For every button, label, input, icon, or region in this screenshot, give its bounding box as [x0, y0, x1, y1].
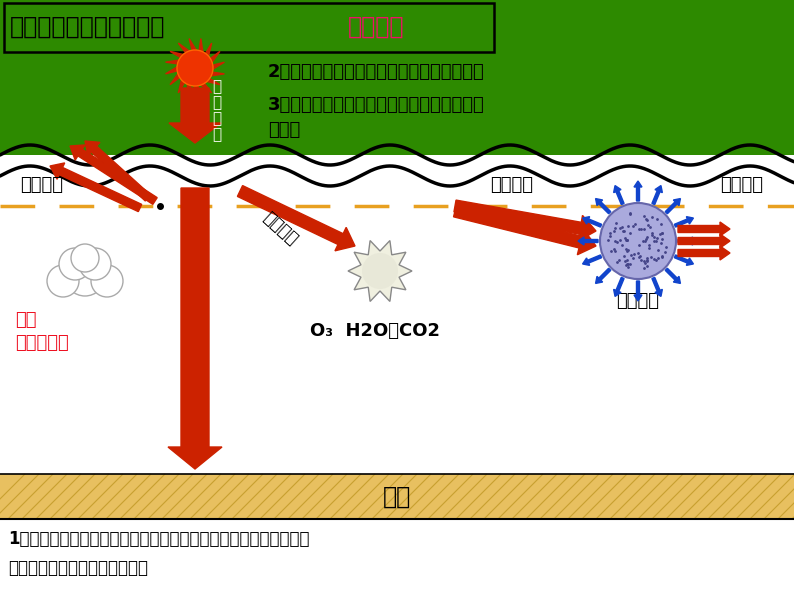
FancyArrow shape: [652, 185, 662, 204]
FancyArrow shape: [614, 277, 624, 296]
Polygon shape: [166, 60, 181, 64]
Text: 削弱作用: 削弱作用: [348, 15, 404, 39]
FancyArrow shape: [168, 188, 222, 469]
Text: 1、烈日下处于暴晒的你，忽然来一片云，你马上感觉凉快的原因？: 1、烈日下处于暴晒的你，忽然来一片云，你马上感觉凉快的原因？: [8, 530, 310, 548]
Text: 太
阳
辐
射: 太 阳 辐 射: [212, 291, 221, 355]
FancyArrow shape: [583, 255, 602, 265]
FancyArrow shape: [665, 268, 680, 284]
Circle shape: [91, 265, 123, 297]
Text: 2、一天中早晨气温低，中午气温高的原因？: 2、一天中早晨气温低，中午气温高的原因？: [268, 63, 485, 81]
Text: 3、青藏高原成为我国太阳辐射最丰富地区的: 3、青藏高原成为我国太阳辐射最丰富地区的: [268, 96, 485, 114]
Circle shape: [79, 248, 111, 280]
Polygon shape: [193, 84, 201, 97]
FancyArrow shape: [578, 237, 598, 245]
FancyArrow shape: [678, 222, 730, 236]
Polygon shape: [170, 51, 186, 58]
Bar: [0, 474, 794, 519]
FancyArrow shape: [674, 216, 693, 227]
Text: 微小颗粒: 微小颗粒: [616, 292, 660, 310]
Circle shape: [71, 244, 99, 272]
FancyArrow shape: [454, 200, 596, 241]
Text: 地面: 地面: [383, 485, 411, 508]
FancyArrow shape: [665, 198, 680, 214]
FancyArrow shape: [85, 141, 151, 201]
Bar: [0, 155, 794, 476]
Circle shape: [47, 265, 79, 297]
Circle shape: [362, 253, 398, 289]
FancyArrow shape: [453, 205, 596, 254]
Circle shape: [59, 248, 91, 280]
Bar: [4, 3, 494, 52]
Polygon shape: [348, 241, 412, 302]
Circle shape: [65, 256, 105, 296]
FancyArrow shape: [70, 145, 157, 204]
Text: O₃  H2O、CO2: O₃ H2O、CO2: [310, 322, 440, 340]
Text: 大气上界: 大气上界: [720, 176, 763, 194]
FancyArrow shape: [678, 237, 698, 245]
Circle shape: [600, 203, 676, 279]
Text: 大气吸收: 大气吸收: [260, 208, 302, 248]
Polygon shape: [189, 39, 198, 52]
Polygon shape: [179, 43, 191, 54]
FancyArrow shape: [596, 268, 611, 284]
Polygon shape: [198, 82, 212, 93]
Bar: [0, 519, 794, 596]
FancyArrow shape: [634, 181, 642, 201]
FancyArrow shape: [237, 185, 355, 251]
Text: （一）大气对太阳辐射的: （一）大气对太阳辐射的: [10, 15, 165, 39]
Polygon shape: [205, 43, 212, 58]
FancyArrow shape: [634, 281, 642, 301]
Circle shape: [177, 50, 213, 86]
FancyArrow shape: [652, 277, 662, 296]
Polygon shape: [166, 66, 179, 74]
Bar: [0, 0, 794, 55]
FancyArrow shape: [674, 255, 693, 265]
FancyArrow shape: [169, 88, 221, 143]
Text: 较大的尘埃: 较大的尘埃: [15, 334, 69, 352]
FancyArrow shape: [678, 234, 730, 248]
Polygon shape: [170, 72, 181, 85]
Bar: [0, 0, 794, 185]
FancyArrow shape: [50, 163, 141, 212]
Text: 大气反射: 大气反射: [20, 176, 63, 194]
FancyArrow shape: [614, 185, 624, 204]
Text: 沙尘暴天气，能见度低的原因？: 沙尘暴天气，能见度低的原因？: [8, 559, 148, 577]
FancyArrow shape: [583, 216, 602, 227]
Polygon shape: [205, 77, 220, 85]
FancyArrow shape: [596, 198, 611, 214]
FancyArrow shape: [678, 246, 730, 260]
Polygon shape: [209, 72, 225, 76]
Polygon shape: [211, 62, 225, 70]
Polygon shape: [187, 82, 191, 97]
Polygon shape: [179, 77, 186, 93]
Text: 原因？: 原因？: [268, 121, 300, 139]
Polygon shape: [198, 39, 203, 54]
Text: 太
阳
辐
射: 太 阳 辐 射: [212, 79, 221, 142]
Text: 大气散射: 大气散射: [490, 176, 533, 194]
Polygon shape: [209, 51, 220, 64]
Text: 云层: 云层: [15, 311, 37, 329]
